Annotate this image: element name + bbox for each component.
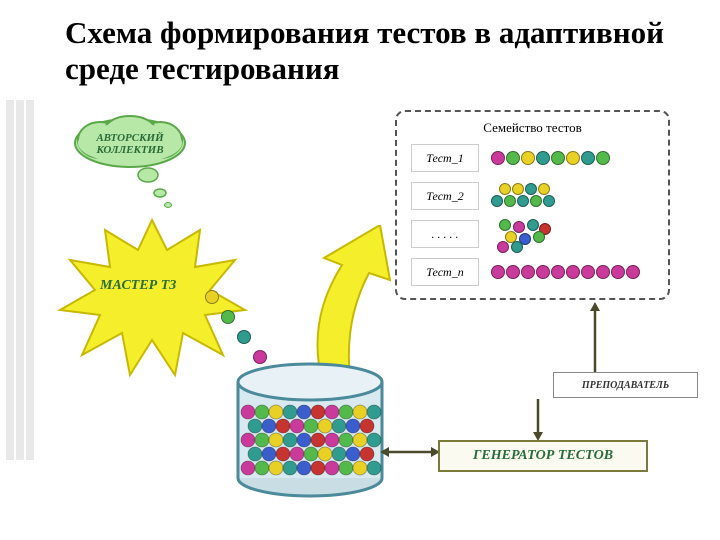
family-row: Тест_1: [411, 140, 654, 176]
falling-ball: [221, 310, 235, 324]
falling-ball: [205, 290, 219, 304]
arrow-cyl-to-gen: [380, 430, 445, 460]
page-title: Схема формирования тестов в адаптивной с…: [65, 15, 720, 86]
left-decoration: [0, 100, 40, 460]
star-master: [55, 215, 250, 385]
cloud-icon: [70, 115, 210, 210]
falling-ball: [237, 330, 251, 344]
arrow-gen-to-family: [585, 300, 605, 375]
family-row-label: . . . . .: [411, 220, 479, 248]
arrow-teacher-to-gen: [528, 396, 548, 444]
family-row: . . . . .: [411, 216, 654, 252]
family-row-balls: [491, 151, 610, 165]
cloud-label: АВТОРСКИЙ КОЛЛЕКТИВ: [75, 132, 185, 156]
family-row-balls: [491, 183, 581, 209]
star-label: МАСТЕР ТЗ: [100, 278, 176, 294]
family-row-label: Тест_2: [411, 182, 479, 210]
cylinder-icon: [230, 360, 390, 500]
starburst-icon: [55, 215, 250, 380]
family-row: Тест_2: [411, 178, 654, 214]
test-family-box: Семейство тестов Тест_1 Тест_2 . . . . . Те…: [395, 110, 670, 300]
family-row-balls: [491, 219, 561, 249]
family-row-balls: [491, 265, 640, 279]
generator-box: ГЕНЕРАТОР ТЕСТОВ: [438, 440, 648, 472]
family-row-label: Тест_n: [411, 258, 479, 286]
family-row: Тест_n: [411, 254, 654, 290]
test-container: [230, 360, 390, 505]
family-title: Семейство тестов: [405, 120, 660, 136]
family-row-label: Тест_1: [411, 144, 479, 172]
cloud-authors: АВТОРСКИЙ КОЛЛЕКТИВ: [70, 115, 210, 215]
teacher-box: ПРЕПОДАВАТЕЛЬ: [553, 372, 698, 398]
